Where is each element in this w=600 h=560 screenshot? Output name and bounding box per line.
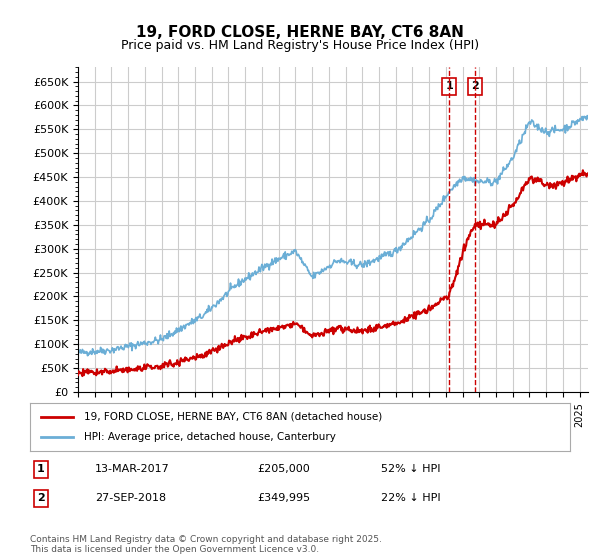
Text: 2: 2 [37,493,44,503]
Text: 1: 1 [37,464,44,474]
Text: 22% ↓ HPI: 22% ↓ HPI [381,493,440,503]
Text: Contains HM Land Registry data © Crown copyright and database right 2025.
This d: Contains HM Land Registry data © Crown c… [30,535,382,554]
Text: 2: 2 [471,81,479,91]
Text: £205,000: £205,000 [257,464,310,474]
Text: 52% ↓ HPI: 52% ↓ HPI [381,464,440,474]
Text: Price paid vs. HM Land Registry's House Price Index (HPI): Price paid vs. HM Land Registry's House … [121,39,479,52]
Text: 19, FORD CLOSE, HERNE BAY, CT6 8AN (detached house): 19, FORD CLOSE, HERNE BAY, CT6 8AN (deta… [84,412,382,422]
Text: 1: 1 [445,81,453,91]
Text: 27-SEP-2018: 27-SEP-2018 [95,493,166,503]
Text: £349,995: £349,995 [257,493,310,503]
Text: HPI: Average price, detached house, Canterbury: HPI: Average price, detached house, Cant… [84,432,336,442]
Text: 19, FORD CLOSE, HERNE BAY, CT6 8AN: 19, FORD CLOSE, HERNE BAY, CT6 8AN [136,25,464,40]
Text: 13-MAR-2017: 13-MAR-2017 [95,464,170,474]
